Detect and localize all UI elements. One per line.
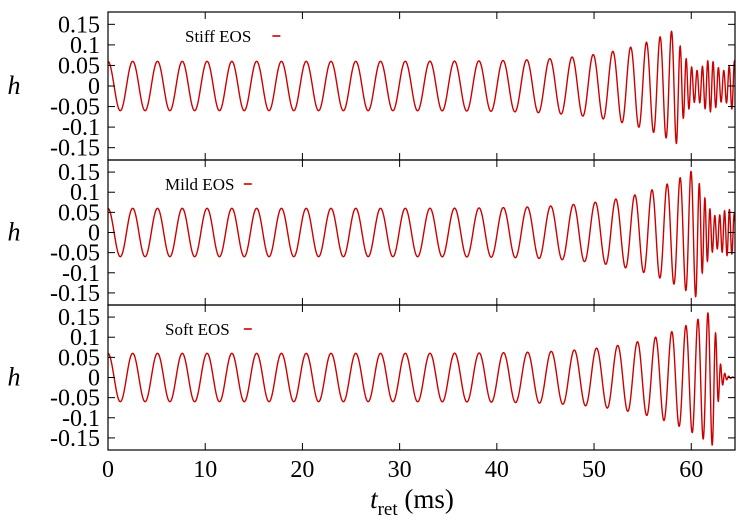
y-tick-label: 0.05 (58, 345, 100, 371)
y-tick-label: 0.1 (70, 325, 100, 351)
y-tick-label: -0.05 (50, 241, 100, 267)
y-axis-label: h (8, 71, 21, 100)
x-tick-label: 50 (582, 457, 606, 483)
x-tick-label: 20 (290, 457, 314, 483)
y-tick-label: 0.1 (70, 33, 100, 59)
y-tick-label: 0 (88, 366, 100, 392)
x-tick-label: 10 (193, 457, 217, 483)
y-tick-label: 0 (88, 221, 100, 247)
series-line-soft-eos (108, 312, 735, 446)
legend-label: Soft EOS (165, 320, 230, 339)
y-tick-label: 0.15 (58, 12, 100, 38)
x-axis-label: tret (ms) (370, 484, 454, 520)
y-tick-label: 0.1 (70, 180, 100, 206)
x-tick-label: 40 (485, 457, 509, 483)
y-tick-label: 0.05 (58, 53, 100, 79)
y-tick-label: -0.05 (50, 95, 100, 121)
legend-label: Stiff EOS (185, 27, 251, 46)
y-tick-label: -0.15 (50, 426, 100, 452)
x-tick-label: 60 (679, 457, 703, 483)
x-tick-label: 30 (388, 457, 412, 483)
x-tick-label: 0 (102, 457, 114, 483)
y-tick-label: -0.1 (62, 261, 100, 287)
y-tick-label: -0.1 (62, 406, 100, 432)
series-line-mild-eos (108, 170, 735, 298)
y-tick-label: 0.05 (58, 200, 100, 226)
y-tick-label: 0.15 (58, 305, 100, 331)
legend-label: Mild EOS (165, 175, 234, 194)
y-tick-label: -0.1 (62, 115, 100, 141)
y-axis-label: h (8, 363, 21, 392)
y-tick-label: 0.15 (58, 160, 100, 186)
y-tick-label: 0 (88, 74, 100, 100)
x-axis: tret (ms) 0 10 20 30 40 50 60 (102, 457, 703, 520)
x-axis-label-subscript: ret (378, 499, 399, 520)
panel-2: 0.150.10.050-0.05-0.1-0.15 h Mild EOS (8, 159, 736, 307)
x-axis-label-unit: (ms) (398, 484, 454, 514)
x-axis-label-main: t (370, 484, 379, 514)
y-tick-label: -0.15 (50, 136, 100, 162)
series-line-stiff-eos (108, 30, 735, 145)
panel-3: 0.150.10.050-0.05-0.1-0.15 h Soft EOS (8, 304, 736, 452)
y-tick-label: -0.05 (50, 386, 100, 412)
y-axis-label: h (8, 218, 21, 247)
panel-1: 0.150.10.050-0.05-0.1-0.15 h Stiff EOS (8, 11, 736, 162)
y-tick-label: -0.15 (50, 281, 100, 307)
